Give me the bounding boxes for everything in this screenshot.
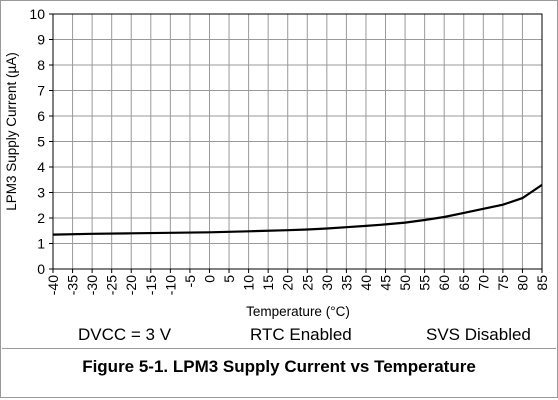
condition-svs: SVS Disabled [426, 325, 531, 344]
x-tick-label: 15 [260, 275, 276, 291]
x-tick-label: -25 [104, 275, 120, 295]
y-tick-label: 6 [37, 108, 45, 124]
x-tick-label: 30 [319, 275, 335, 291]
x-tick-label: -40 [45, 275, 61, 295]
plot-area [52, 13, 543, 270]
y-tick-label: 8 [37, 57, 45, 73]
x-tick-label: 35 [338, 275, 354, 291]
y-tick-label: 2 [37, 210, 45, 226]
x-tick-label: -10 [162, 275, 178, 295]
x-tick-label: 75 [495, 275, 511, 291]
y-tick-label: 0 [37, 261, 45, 277]
y-tick-label: 5 [37, 134, 45, 150]
x-tick-label: 0 [201, 275, 217, 283]
condition-dvcc: DVCC = 3 V [78, 325, 172, 344]
x-tick-label: 40 [358, 275, 374, 291]
x-tick-label: 65 [456, 275, 472, 291]
x-tick-label: 55 [417, 275, 433, 291]
x-tick-label: 50 [397, 275, 413, 291]
divider [2, 348, 556, 349]
x-tick-label: -35 [65, 275, 81, 295]
x-tick-label: 20 [280, 275, 296, 291]
y-tick-label: 9 [37, 32, 45, 48]
figure-caption: Figure 5-1. LPM3 Supply Current vs Tempe… [82, 357, 476, 376]
x-tick-label: -15 [143, 275, 159, 295]
y-tick-label: 3 [37, 185, 45, 201]
x-axis-label: Temperature (°C) [246, 304, 350, 319]
x-tick-labels: -40 -35 -30 -25 -20 -15 -10 -5 0 5 10 15 20 25 30 35 40 4… [45, 275, 550, 295]
x-tick-label: 70 [475, 275, 491, 291]
condition-rtc: RTC Enabled [250, 325, 352, 344]
x-tick-label: 85 [534, 275, 550, 291]
y-axis-label: LPM3 Supply Current (µA) [4, 52, 19, 211]
series-line [52, 183, 543, 236]
y-tick-label: 10 [29, 6, 45, 22]
x-tick-label: 5 [221, 275, 237, 283]
x-tick-label: -20 [123, 275, 139, 295]
y-tick-label: 4 [37, 159, 45, 175]
x-tick-label: 60 [436, 275, 452, 291]
x-tick-label: -5 [182, 275, 198, 288]
x-tick-label: 80 [514, 275, 530, 291]
x-tick-label: 25 [299, 275, 315, 291]
y-tick-labels: 0 1 2 3 4 5 6 7 8 9 10 [29, 6, 45, 277]
y-tick-label: 7 [37, 83, 45, 99]
x-tick-label: -30 [84, 275, 100, 295]
x-tick-label: 10 [241, 275, 257, 291]
y-tick-label: 1 [37, 236, 45, 252]
x-tick-label: 45 [378, 275, 394, 291]
